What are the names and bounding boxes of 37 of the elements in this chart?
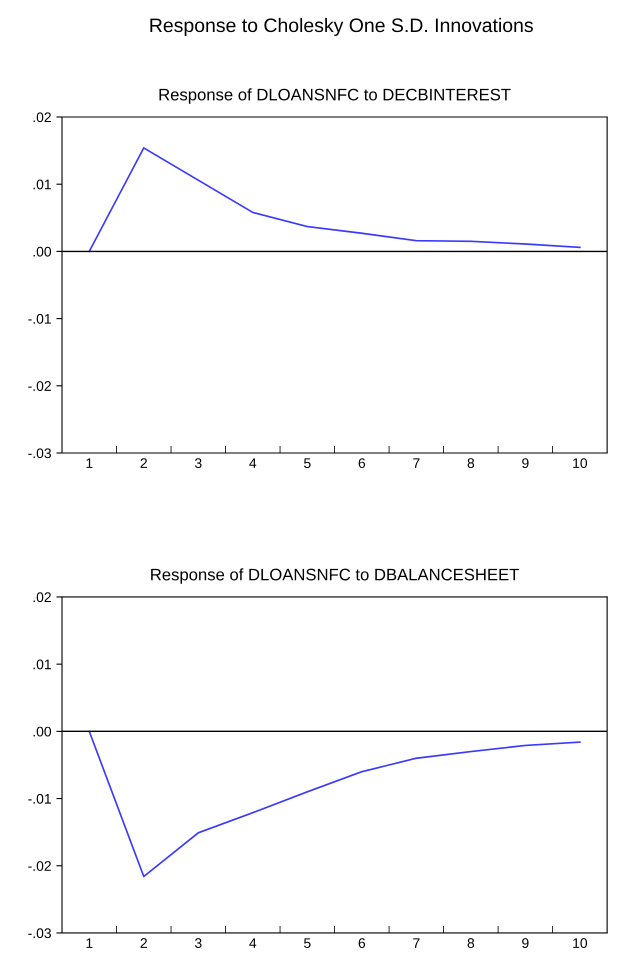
x-tick-label: 10 <box>573 458 588 468</box>
y-tick-label: .02 <box>34 592 51 602</box>
line-series <box>88 147 581 252</box>
y-tick-label: .00 <box>34 726 52 737</box>
x-tick-label: 4 <box>249 938 256 948</box>
x-tick-label: 3 <box>194 938 202 948</box>
y-tick-label: -.01 <box>28 794 51 804</box>
x-tick-label: 7 <box>413 458 420 468</box>
y-tick-label: .00 <box>34 246 52 257</box>
x-tick-label: 2 <box>140 458 147 468</box>
y-tick-label: -.03 <box>28 448 51 458</box>
chart-subtitle: Response of DLOANSNFC to DECBINTEREST <box>160 88 511 104</box>
x-tick-label: 8 <box>468 938 474 948</box>
x-tick-label: 9 <box>522 938 529 948</box>
y-tick-label: -.02 <box>28 861 51 871</box>
x-tick-label: 6 <box>358 458 366 468</box>
x-tick-label: 1 <box>86 938 92 948</box>
chart-title: Response of DLOANSNFC to DBALANCESHEET <box>151 568 519 584</box>
x-tick-label: 5 <box>304 938 311 948</box>
y-tick-label: .01 <box>34 659 51 670</box>
line-series <box>88 730 581 878</box>
x-tick-label: 3 <box>194 458 202 468</box>
x-tick-label: 1 <box>86 458 92 468</box>
y-tick-label: -.03 <box>28 928 51 938</box>
x-tick-label: 2 <box>140 938 147 948</box>
y-tick-label: .02 <box>34 112 51 122</box>
x-tick-label: 9 <box>522 458 529 468</box>
y-tick-label: -.01 <box>28 314 51 324</box>
x-tick-label: 7 <box>413 938 420 948</box>
chart-title: Response to Cholesky One S.D. Innovations <box>150 18 533 36</box>
y-tick-label: -.02 <box>28 381 51 391</box>
x-tick-label: 8 <box>468 458 474 468</box>
y-tick-label: .01 <box>34 180 51 190</box>
x-tick-label: 5 <box>304 458 311 468</box>
x-tick-label: 10 <box>573 938 588 948</box>
x-tick-label: 6 <box>358 938 366 948</box>
x-tick-label: 4 <box>249 458 256 468</box>
